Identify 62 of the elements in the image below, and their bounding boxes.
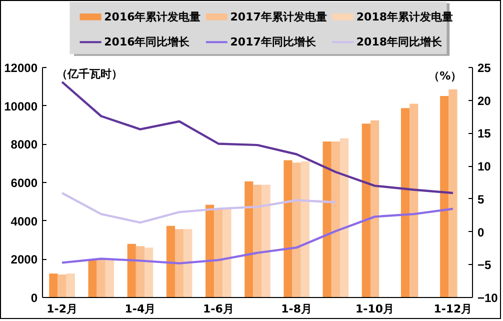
y-tick-label: 6000 — [10, 176, 38, 190]
bar — [144, 248, 154, 298]
legend-label: 2016年同比增长 — [104, 36, 191, 49]
bar — [175, 229, 184, 298]
line-series — [60, 80, 454, 194]
y-tick-label: 8000 — [10, 138, 38, 152]
bar — [166, 226, 176, 298]
legend-label: 2017年同比增长 — [230, 36, 317, 49]
x-tick-label: 1-2月 — [46, 302, 78, 316]
y-tick-label: 4000 — [10, 214, 38, 228]
y2-tick-label: 20 — [478, 94, 492, 108]
bar — [440, 96, 449, 298]
bar — [222, 209, 232, 298]
y2-tick-label: 5 — [478, 192, 484, 206]
bar — [370, 120, 380, 298]
y2-tick-label: 25 — [478, 61, 492, 75]
bar — [136, 246, 145, 298]
y-tick-label: 2000 — [10, 252, 38, 267]
bar — [322, 141, 332, 298]
x-tick-label: 1-10月 — [356, 302, 394, 316]
legend-label: 2018年累计发电量 — [356, 10, 454, 24]
y2-tick-label: −5 — [478, 258, 492, 272]
bar — [105, 260, 114, 298]
y2-tick-label: 0 — [478, 225, 484, 240]
y2-tick-label: 15 — [478, 126, 492, 141]
bar — [49, 274, 58, 298]
bar — [331, 141, 340, 298]
legend-label: 2018年同比增长 — [356, 36, 444, 49]
bar — [127, 244, 136, 298]
bar — [88, 260, 97, 298]
bar — [244, 181, 254, 298]
bar — [292, 162, 301, 298]
bar — [448, 89, 458, 298]
bar — [184, 229, 192, 298]
bar — [362, 124, 370, 298]
line-series — [60, 192, 337, 224]
y2-axis-title: （%） — [428, 70, 462, 82]
y-tick-label: 10000 — [4, 99, 38, 114]
y2-tick-label: −10 — [478, 291, 498, 305]
bar — [262, 184, 270, 298]
legend-label: 2017年累计发电量 — [230, 10, 327, 24]
y-tick-label: 12000 — [4, 61, 38, 75]
bar — [300, 161, 310, 298]
bar — [340, 138, 349, 298]
bar — [410, 104, 418, 298]
x-tick-label: 1-4月 — [124, 302, 156, 316]
x-tick-label: 1-12月 — [434, 302, 472, 316]
bar — [284, 160, 292, 298]
bar — [58, 274, 66, 298]
x-tick-label: 1-6月 — [202, 302, 234, 316]
y2-tick-label: 10 — [478, 160, 492, 174]
bar — [214, 209, 223, 298]
y-tick-label: 0 — [30, 291, 38, 305]
y-axis-title: （亿千瓦时） — [56, 68, 122, 80]
line-series — [60, 208, 454, 264]
bar — [253, 184, 262, 298]
legend-label: 2016年累计发电量 — [104, 10, 201, 24]
x-tick-label: 1-8月 — [281, 302, 312, 316]
bar — [66, 274, 75, 298]
bar — [206, 204, 214, 298]
bar — [96, 259, 106, 298]
bar — [400, 108, 410, 298]
